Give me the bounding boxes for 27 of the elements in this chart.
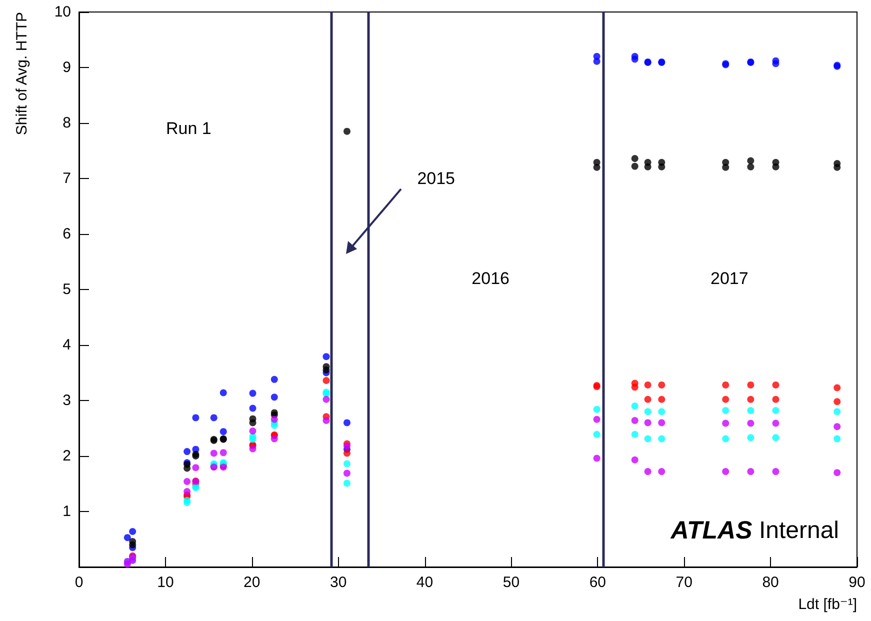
x-tick-label: 40 xyxy=(416,574,434,591)
y-tick-label: 7 xyxy=(62,170,71,187)
y-tick-label: 8 xyxy=(62,114,71,132)
x-tick-label: 70 xyxy=(676,574,692,591)
y-tick-label: 2 xyxy=(62,448,71,464)
y-tick-label: 1 xyxy=(62,503,71,520)
x-tick-label: 0 xyxy=(74,574,84,591)
y-tick-label: 9 xyxy=(62,59,71,76)
annotation: ATLAS Internal xyxy=(670,516,839,544)
annotation: 2015 xyxy=(417,169,456,188)
y-tick-label: 6 xyxy=(62,226,71,242)
x-tick-label: 20 xyxy=(244,574,260,591)
y-tick-label: 10 xyxy=(54,4,71,20)
x-tick-label: 10 xyxy=(157,574,174,591)
x-tick-label: 50 xyxy=(502,574,520,591)
y-tick-label: 3 xyxy=(62,392,71,409)
annotation: 2016 xyxy=(472,268,510,288)
annotation: 2017 xyxy=(710,268,748,288)
x-tick-label: 80 xyxy=(762,574,779,591)
x-tick-label: 30 xyxy=(330,574,347,591)
annotation: Run 1 xyxy=(166,119,212,138)
x-axis-title: Ldt [fb⁻¹] xyxy=(798,596,857,613)
x-tick-label: 90 xyxy=(848,574,866,591)
y-tick-label: 5 xyxy=(62,281,71,298)
x-tick-label: 60 xyxy=(589,574,606,591)
y-axis-title: Shift of Avg. HTTP xyxy=(14,12,30,136)
y-tick-label: 4 xyxy=(62,336,71,354)
